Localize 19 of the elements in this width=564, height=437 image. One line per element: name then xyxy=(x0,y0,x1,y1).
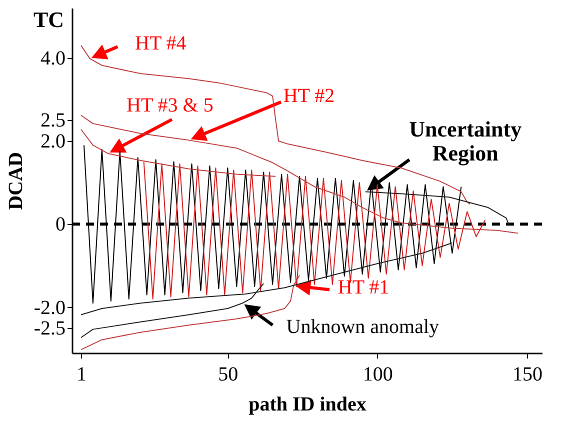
x-tick-label: 150 xyxy=(512,364,543,386)
y-tick-label: -2.5 xyxy=(34,318,66,340)
y-tick-label: -2.0 xyxy=(34,296,66,319)
annotation: HT #4 xyxy=(135,32,186,55)
x-axis-title: path ID index xyxy=(248,394,366,416)
y-tick-label: 4.0 xyxy=(40,47,66,70)
x-tick-label: 50 xyxy=(218,364,238,386)
y-tick-label: 2.0 xyxy=(40,130,66,153)
annotation: HT #2 xyxy=(283,85,335,107)
y-tick-label: 2.5 xyxy=(40,110,66,132)
annotation: HT #3 & 5 xyxy=(126,94,214,116)
text: TC xyxy=(33,7,64,32)
x-tick-label: 1 xyxy=(76,364,86,386)
annotation: Unknown anomaly xyxy=(286,316,440,338)
y-axis-title: DCAD xyxy=(4,152,27,210)
annotation: Uncertainty Region xyxy=(409,116,522,166)
y-tick-label: 0 xyxy=(56,214,66,236)
x-tick-label: 100 xyxy=(362,364,393,386)
annotation: HT #1 xyxy=(338,276,390,299)
